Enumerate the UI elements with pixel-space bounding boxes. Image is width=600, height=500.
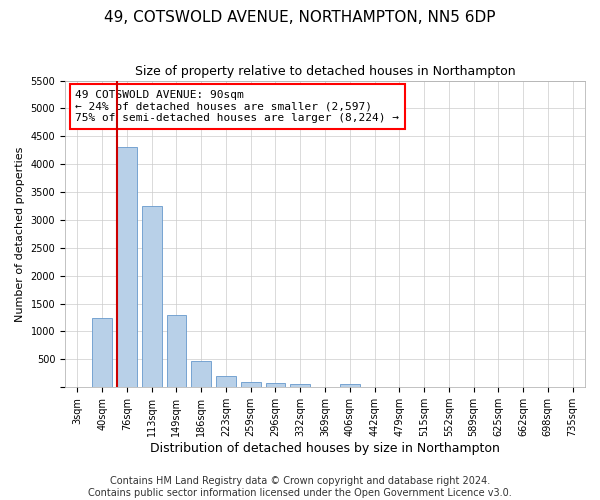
X-axis label: Distribution of detached houses by size in Northampton: Distribution of detached houses by size … — [150, 442, 500, 455]
Bar — [266, 383, 286, 387]
Bar — [290, 384, 310, 387]
Text: Contains HM Land Registry data © Crown copyright and database right 2024.
Contai: Contains HM Land Registry data © Crown c… — [88, 476, 512, 498]
Bar — [167, 314, 187, 387]
Text: 49 COTSWOLD AVENUE: 90sqm
← 24% of detached houses are smaller (2,597)
75% of se: 49 COTSWOLD AVENUE: 90sqm ← 24% of detac… — [76, 90, 400, 123]
Bar — [191, 360, 211, 387]
Bar — [117, 148, 137, 387]
Title: Size of property relative to detached houses in Northampton: Size of property relative to detached ho… — [135, 65, 515, 78]
Y-axis label: Number of detached properties: Number of detached properties — [15, 146, 25, 322]
Bar — [216, 376, 236, 387]
Bar — [241, 382, 260, 387]
Bar — [142, 206, 161, 387]
Bar — [340, 384, 359, 387]
Text: 49, COTSWOLD AVENUE, NORTHAMPTON, NN5 6DP: 49, COTSWOLD AVENUE, NORTHAMPTON, NN5 6D… — [104, 10, 496, 25]
Bar — [92, 318, 112, 387]
